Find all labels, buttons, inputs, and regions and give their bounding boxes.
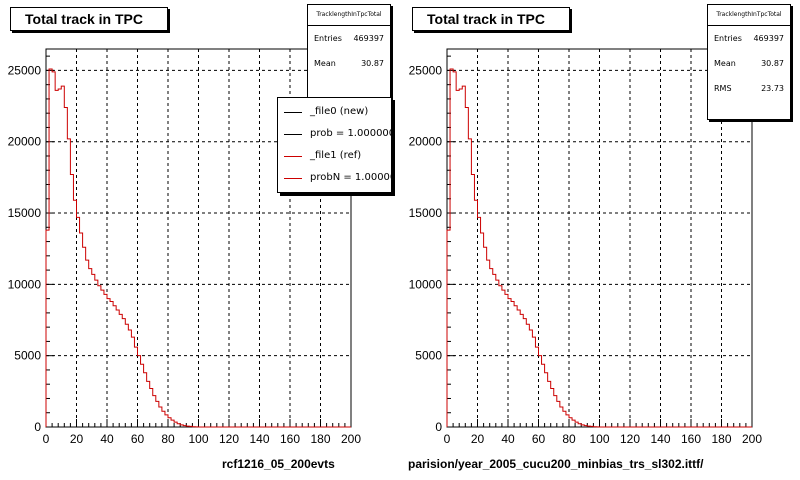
x-tick-label: 160 (280, 432, 300, 446)
stats-value: 469397 (753, 34, 784, 43)
panel-2-stats-box: TracklengthInTpcTotal Entries 469397 Mea… (707, 4, 791, 120)
stats-value: 30.87 (761, 59, 784, 68)
stats-label: Entries (314, 34, 342, 43)
panel-2-stats-name: TracklengthInTpcTotal (708, 5, 790, 26)
legend-line-marker (284, 156, 302, 157)
x-tick-label: 120 (219, 432, 239, 446)
legend-entry: _file1 (ref) (278, 146, 391, 166)
legend-label: probN = 1.000000 (310, 172, 391, 183)
y-tick-label: 10000 (409, 277, 443, 291)
y-tick-label: 25000 (8, 63, 42, 77)
x-tick-label: 100 (188, 432, 208, 446)
y-tick-label: 15000 (409, 206, 443, 220)
histogram-series-line (45, 68, 351, 428)
x-tick-label: 20 (471, 432, 485, 446)
stats-value: 30.87 (361, 59, 384, 68)
y-tick-label: 20000 (409, 135, 443, 149)
panel-1-stats-name: TracklengthInTpcTotal (308, 5, 390, 26)
y-tick-label: 5000 (14, 349, 41, 363)
y-tick-label: 15000 (8, 206, 42, 220)
x-tick-label: 0 (444, 432, 451, 446)
x-tick-label: 60 (131, 432, 145, 446)
panel-2-stats-row: RMS 23.73 (708, 84, 790, 93)
stats-label: Entries (714, 34, 742, 43)
x-tick-label: 140 (650, 432, 670, 446)
panel-2-stats-row: Entries 469397 (708, 34, 790, 43)
panel-1-stats-row: Mean 30.87 (308, 59, 390, 68)
panel-1-stats-row: Entries 469397 (308, 34, 390, 43)
y-tick-label: 0 (435, 420, 442, 434)
x-tick-label: 40 (501, 432, 515, 446)
panel-1-x-axis-label: rcf1216_05_200evts (222, 457, 335, 471)
x-tick-label: 200 (742, 432, 762, 446)
panel-1-stats-box: TracklengthInTpcTotal Entries 469397 Mea… (307, 4, 391, 98)
x-tick-label: 40 (100, 432, 114, 446)
panel-1-title: Total track in TPC (10, 7, 168, 31)
stats-label: Mean (714, 59, 736, 68)
y-tick-label: 0 (34, 420, 41, 434)
legend-label: _file0 (new) (310, 106, 369, 117)
x-tick-label: 80 (161, 432, 175, 446)
x-tick-label: 200 (341, 432, 361, 446)
legend-entry: prob = 1.000000 (278, 124, 391, 144)
x-tick-label: 60 (532, 432, 546, 446)
panel-2-x-axis-label: parision/year_2005_cucu200_minbias_trs_s… (408, 457, 704, 471)
legend-line-marker (284, 112, 302, 113)
stats-label: Mean (314, 59, 336, 68)
histogram-series-line (446, 68, 752, 428)
y-tick-label: 25000 (409, 63, 443, 77)
x-tick-label: 0 (43, 432, 50, 446)
x-tick-label: 120 (620, 432, 640, 446)
x-tick-label: 140 (249, 432, 269, 446)
y-tick-label: 10000 (8, 277, 42, 291)
legend-line-marker (284, 178, 302, 179)
x-tick-label: 100 (589, 432, 609, 446)
legend-line-marker (284, 134, 302, 135)
legend-entry: _file0 (new) (278, 102, 391, 122)
y-tick-label: 5000 (415, 349, 442, 363)
x-tick-label: 80 (562, 432, 576, 446)
stats-value: 469397 (353, 34, 384, 43)
x-tick-label: 20 (70, 432, 84, 446)
legend-entry: probN = 1.000000 (278, 168, 391, 188)
legend-label: _file1 (ref) (310, 150, 362, 161)
legend-label: prob = 1.000000 (310, 128, 392, 139)
panel-1-legend: _file0 (new) prob = 1.000000 _file1 (ref… (277, 97, 392, 193)
panel-2-stats-row: Mean 30.87 (708, 59, 790, 68)
stats-label: RMS (714, 84, 732, 93)
panel-2-title: Total track in TPC (412, 7, 570, 31)
stats-value: 23.73 (761, 84, 784, 93)
x-tick-label: 180 (310, 432, 330, 446)
x-tick-label: 180 (711, 432, 731, 446)
plot-frame (446, 48, 753, 428)
y-tick-label: 20000 (8, 135, 42, 149)
x-tick-label: 160 (681, 432, 701, 446)
